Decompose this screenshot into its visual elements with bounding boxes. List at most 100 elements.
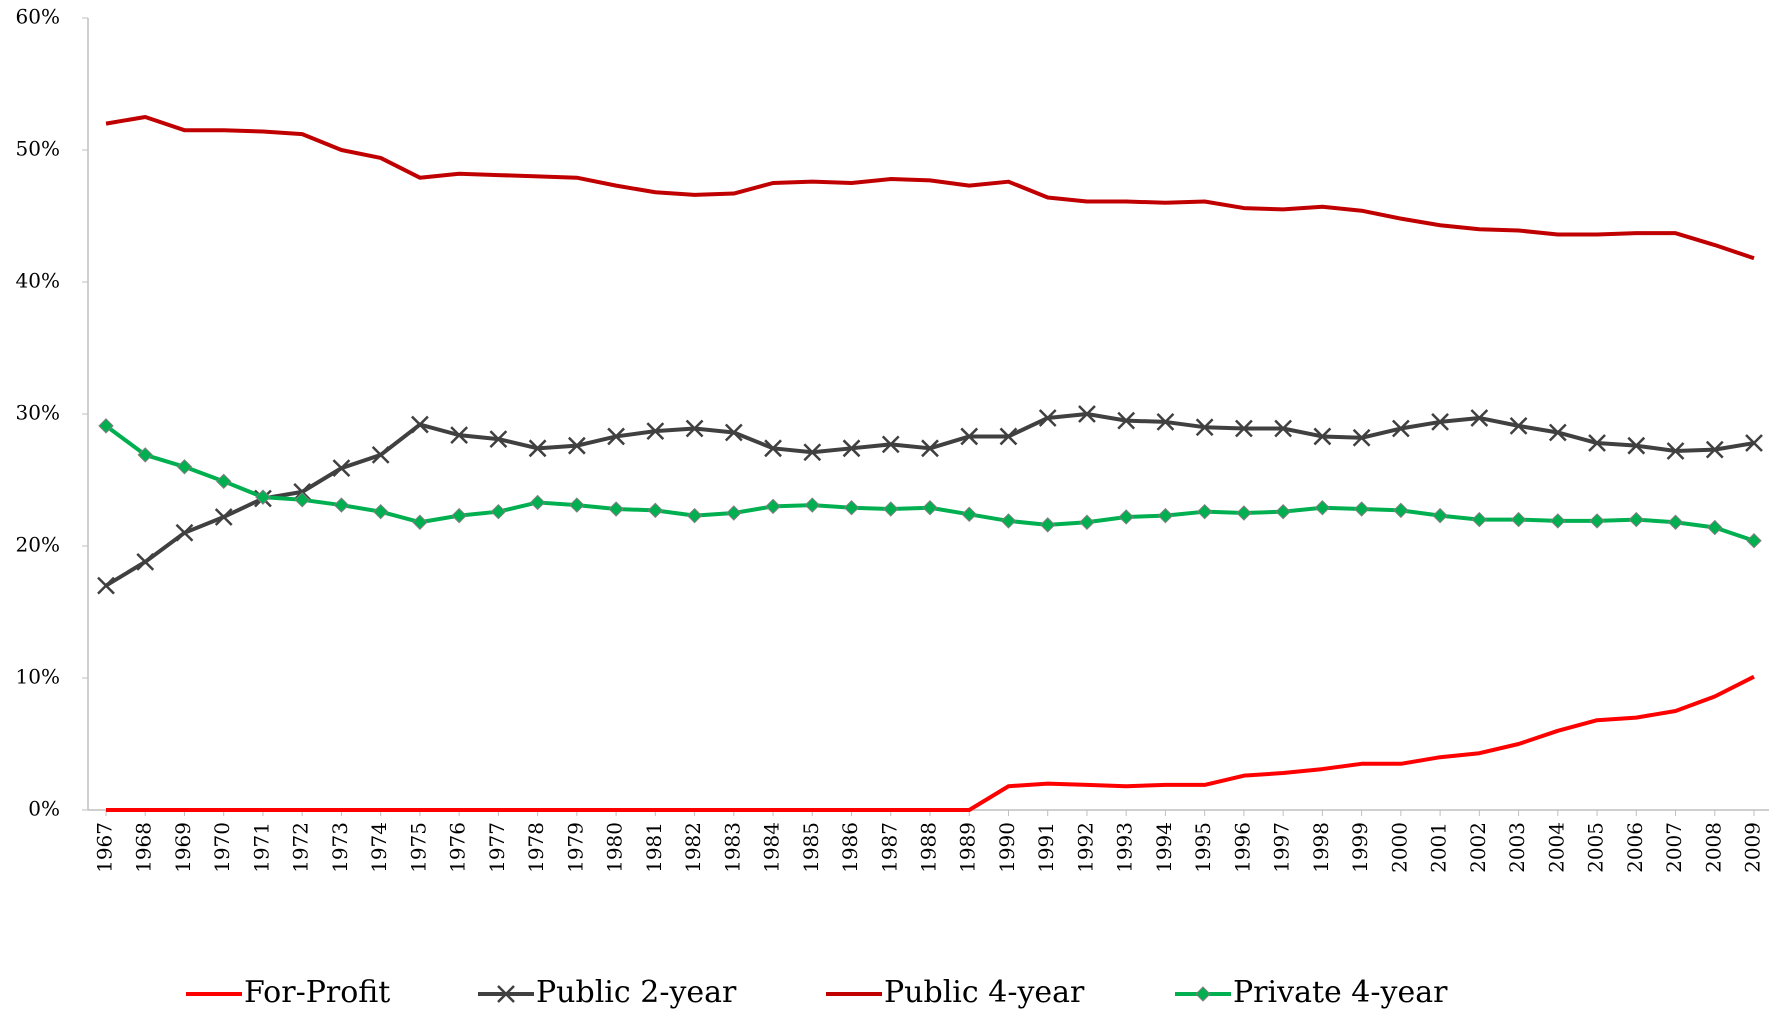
marker-x-stroke [881,435,900,454]
x-tick-label: 2001 [1427,822,1451,873]
marker-x-stroke [1548,423,1567,442]
marker-diamond [1589,513,1605,529]
marker-diamond [883,501,899,517]
y-tick-label: 50% [16,137,60,161]
marker-diamond [765,498,781,515]
marker-x [1509,416,1528,435]
marker-x-stroke [921,439,939,458]
marker-x [1705,440,1724,459]
x-tick-label: 1976 [446,822,470,873]
marker-x-stroke [136,552,155,571]
marker-x-stroke [803,443,822,462]
x-tick-label: 1969 [171,822,195,873]
marker-x-stroke [1470,409,1489,427]
marker-diamond [1667,514,1684,530]
marker-diamond [490,503,507,520]
marker-diamond [1746,533,1762,549]
x-tick-label: 1983 [720,822,744,873]
marker-x-stroke [1588,434,1606,452]
x-tick-label: 1974 [367,822,391,873]
marker-x [371,446,390,464]
marker-x [567,436,586,455]
x-tick-label: 1977 [485,822,509,873]
marker-x [607,427,625,446]
marker-x-stroke [685,419,704,438]
marker-x [1431,413,1449,431]
x-tick-label: 1968 [132,822,156,873]
marker-diamond [1471,511,1488,528]
marker-x [214,508,233,526]
x-tick-label: 1995 [1191,822,1215,873]
marker-x-stroke [1195,418,1214,437]
x-tick-label: 1991 [1034,822,1058,873]
marker-x [411,415,429,434]
marker-diamond [1236,505,1252,521]
x-tick-label: 2004 [1544,822,1568,873]
marker-diamond [1195,986,1211,1002]
marker-x [136,552,155,571]
marker-x [1274,419,1293,438]
marker-x-stroke [450,426,469,445]
marker-x-stroke [293,482,312,501]
x-tick-label: 1978 [524,822,548,873]
marker-diamond [216,473,232,490]
marker-diamond [176,459,193,475]
marker-diamond [1314,500,1331,516]
marker-x [646,422,665,441]
x-tick-label: 1975 [406,822,430,873]
marker-diamond [922,500,938,516]
marker-diamond [529,494,546,511]
marker-diamond [1040,517,1056,533]
marker-x-stroke [1352,428,1371,447]
x-tick-label: 1987 [877,822,901,873]
marker-x [1195,418,1214,437]
marker-diamond [137,447,153,463]
x-tick-label: 1986 [838,822,862,873]
marker-diamond [843,500,860,516]
marker-diamond [1000,513,1017,529]
marker-diamond [569,497,585,513]
marker-x [1235,419,1253,438]
marker-x [1745,434,1763,452]
x-tick-label: 2006 [1623,822,1647,873]
marker-x [999,427,1018,446]
marker-diamond [98,418,114,434]
marker-x-stroke [489,430,508,448]
series-line [106,674,1755,812]
x-tick-label: 1972 [289,822,313,873]
marker-diamond [1510,511,1527,528]
marker-x [1588,434,1606,452]
marker-x-stroke [411,415,429,434]
marker-diamond [412,514,428,530]
marker-x [1078,405,1096,423]
marker-x [1156,413,1175,431]
marker-x [489,430,508,448]
marker-diamond [686,507,703,524]
marker-x-stroke [175,523,194,542]
marker-diamond [1157,507,1174,524]
marker-x-stroke [646,422,665,441]
marker-x [1038,409,1057,427]
marker-diamond [1550,513,1566,529]
y-tick-label: 30% [16,401,60,425]
marker-x [960,427,979,446]
marker-x-stroke [842,439,861,458]
x-tick-label: 2003 [1505,822,1529,873]
marker-x [293,482,312,501]
marker-x-stroke [1117,411,1136,430]
marker-x [764,439,782,458]
marker-x [881,435,900,454]
marker-diamond [333,497,350,513]
marker-x [1548,423,1567,442]
x-tick-label: 1990 [995,822,1019,873]
marker-diamond [804,497,820,513]
marker-x [724,423,743,442]
marker-x [1117,411,1136,430]
x-tick-label: 1981 [642,822,666,873]
y-tick-label: 40% [16,269,60,293]
marker-x-stroke [999,427,1018,446]
marker-diamond [608,501,624,517]
x-tick-label: 1992 [1073,822,1097,873]
legend-label: Private 4-year [1233,975,1448,1010]
